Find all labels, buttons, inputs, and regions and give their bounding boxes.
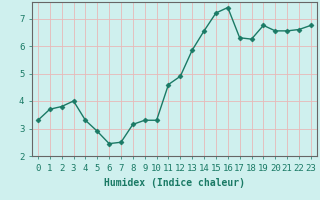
X-axis label: Humidex (Indice chaleur): Humidex (Indice chaleur) <box>104 178 245 188</box>
